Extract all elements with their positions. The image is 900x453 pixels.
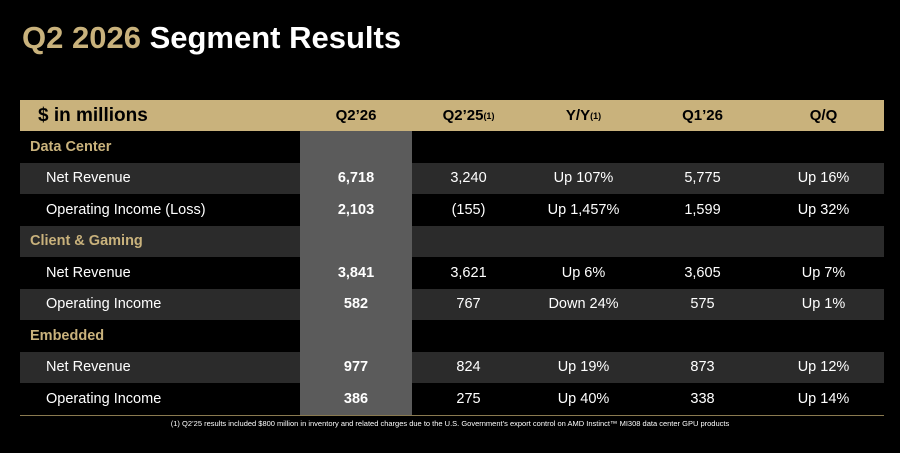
table-cell: 1,599 <box>684 201 721 218</box>
table-cell: 582 <box>343 296 369 313</box>
column-header: Q2’25 (1) <box>412 100 525 131</box>
table-cell: 3,240 <box>450 170 487 187</box>
row-label: Operating Income (Loss) <box>46 201 206 218</box>
row-bg <box>20 194 884 226</box>
bottom-rule <box>20 414 884 416</box>
column-label: Q2’25 <box>442 107 484 124</box>
table-cell: 2,103 <box>337 201 375 218</box>
row-label: Operating Income <box>46 296 162 313</box>
footnote: (1) Q2’25 results included $800 million … <box>170 419 730 428</box>
title-highlight: Q2 2026 <box>22 20 141 55</box>
row-bg <box>20 383 884 415</box>
table-cell: Up 19% <box>557 359 610 376</box>
highlight-column <box>300 131 412 415</box>
column-label: Q2’26 <box>335 107 377 124</box>
section-label: Client & Gaming <box>30 233 143 250</box>
table-cell: 338 <box>690 390 715 407</box>
column-header: Q/Q <box>763 100 884 131</box>
column-header: Y/Y (1) <box>525 100 642 131</box>
table-cell: Up 40% <box>557 390 610 407</box>
row-label: Operating Income <box>46 390 162 407</box>
table-cell: 824 <box>456 359 481 376</box>
table-cell: 3,605 <box>684 264 721 281</box>
section-label: Data Center <box>30 138 112 155</box>
table-cell: Up 1% <box>801 296 846 313</box>
row-bg <box>20 131 884 163</box>
table-cell: 275 <box>456 390 481 407</box>
table-cell: Up 12% <box>797 359 850 376</box>
table-cell: (155) <box>451 201 486 218</box>
corner-label: $ in millions <box>38 104 148 126</box>
row-bg <box>20 162 884 194</box>
table-cell: 575 <box>690 296 715 313</box>
column-header: Q2’26 <box>300 100 412 131</box>
table-cell: 5,775 <box>684 170 721 187</box>
table-cell: 3,841 <box>337 264 375 281</box>
row-bg <box>20 288 884 320</box>
table-cell: 977 <box>343 359 369 376</box>
table-cell: Down 24% <box>548 296 619 313</box>
column-header: Q1’26 <box>642 100 763 131</box>
column-note: (1) <box>483 110 495 121</box>
header-row <box>20 100 884 131</box>
table-cell: Up 14% <box>797 390 850 407</box>
table-cell: Up 1,457% <box>547 201 620 218</box>
table-cell: 873 <box>690 359 715 376</box>
table-cell: Up 7% <box>801 264 846 281</box>
row-label: Net Revenue <box>46 264 131 281</box>
row-bg <box>20 257 884 289</box>
row-bg <box>20 320 884 352</box>
table-cell: Up 6% <box>561 264 606 281</box>
section-label: Embedded <box>30 327 105 344</box>
table-cell: Up 16% <box>797 170 850 187</box>
row-bg <box>20 225 884 257</box>
row-bg <box>20 351 884 383</box>
column-note: (1) <box>590 110 602 121</box>
table-cell: 6,718 <box>337 170 375 187</box>
table-cell: 767 <box>456 296 481 313</box>
table-cell: 3,621 <box>450 264 487 281</box>
title-text: Segment Results <box>149 20 402 55</box>
row-label: Net Revenue <box>46 170 131 187</box>
table-cell: Up 32% <box>797 201 850 218</box>
row-label: Net Revenue <box>46 359 131 376</box>
column-label: Y/Y <box>565 107 591 124</box>
column-label: Q1’26 <box>682 107 723 124</box>
table-cell: Up 107% <box>553 170 614 187</box>
table-cell: 386 <box>343 390 369 407</box>
title: Q2 2026 Segment Results <box>22 20 401 56</box>
column-label: Q/Q <box>809 107 838 124</box>
